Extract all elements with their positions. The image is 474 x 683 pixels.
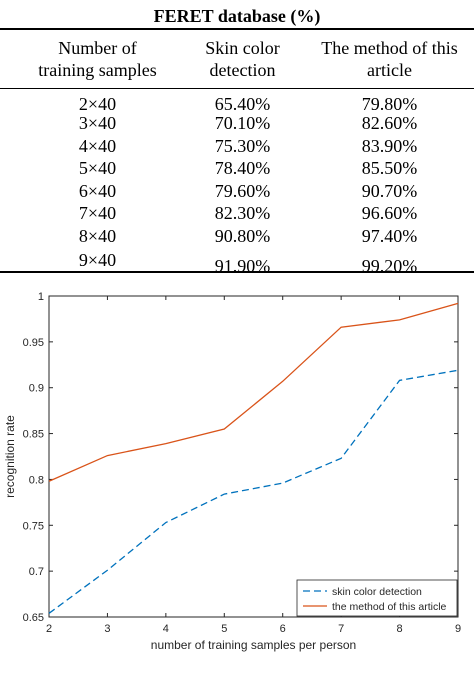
table-header-line: article [367, 60, 412, 80]
table-caption: FERET database (%) [153, 6, 321, 26]
table-cell-method: 90.70% [361, 181, 418, 201]
y-tick-label: 0.9 [29, 383, 44, 395]
table-cell-samples: 7×40 [78, 203, 117, 223]
x-tick-label: 7 [338, 623, 344, 635]
table-header-line: Skin color [205, 38, 280, 58]
y-tick-label: 0.85 [23, 429, 44, 441]
legend-label: the method of this article [332, 601, 447, 613]
table-cell-samples: 5×40 [78, 158, 117, 178]
x-tick-label: 4 [163, 623, 169, 635]
table-cell-skin: 79.60% [214, 181, 271, 201]
table-header-line: training samples [38, 60, 157, 80]
table-header-samples: Number of training samples [0, 37, 195, 81]
x-tick-label: 5 [221, 623, 227, 635]
table-cell-method: 83.90% [361, 136, 418, 156]
x-tick-label: 9 [455, 623, 461, 635]
table-cell-method: 99.20% [361, 256, 418, 276]
table-cell-samples: 4×40 [78, 136, 117, 156]
y-tick-label: 0.65 [23, 612, 44, 624]
table-cell-samples: 8×40 [78, 226, 117, 246]
table-cell-samples: 2×40 [78, 94, 117, 114]
table-cell-skin: 70.10% [214, 113, 271, 133]
x-tick-label: 3 [104, 623, 110, 635]
series-line-0 [48, 369, 459, 614]
table-cell-samples: 9×40 [78, 250, 117, 270]
table-header-line: Number of [58, 38, 137, 58]
table-cell-method: 96.60% [361, 203, 418, 223]
table-header-line: detection [209, 60, 276, 80]
legend-box [296, 579, 458, 617]
table-bottom-rule [0, 271, 474, 273]
x-tick-label: 6 [280, 623, 286, 635]
series-line-1 [48, 302, 459, 482]
line-chart: 2 3 4 5 6 7 8 9 0.65 0.7 0.75 0.8 0.85 0.9 0.95 1 number… [3, 291, 461, 652]
table-header-rule [0, 88, 474, 89]
table-cell-skin: 65.40% [214, 94, 271, 114]
y-tick-label: 1 [38, 291, 44, 303]
table-header-method: The method of this article [305, 37, 474, 81]
x-tick-label: 2 [46, 623, 52, 635]
y-tick-label: 0.7 [29, 566, 44, 578]
table-cell-method: 97.40% [361, 226, 418, 246]
table-cell-skin: 90.80% [214, 226, 271, 246]
table-cell-skin: 91.90% [214, 256, 271, 276]
table-header-line: The method of this [321, 38, 458, 58]
table-cell-skin: 82.30% [214, 203, 271, 223]
table-cell-method: 85.50% [361, 158, 418, 178]
table-cell-samples: 3×40 [78, 113, 117, 133]
legend-label: skin color detection [332, 586, 422, 598]
table-cell-skin: 75.30% [214, 136, 271, 156]
table-header-skin: Skin color detection [180, 37, 305, 81]
table-cell-skin: 78.40% [214, 158, 271, 178]
plot-area [48, 295, 459, 618]
table-cell-samples: 6×40 [78, 181, 117, 201]
y-axis-label: recognition rate [3, 415, 17, 498]
table-top-rule [0, 28, 474, 30]
x-tick-label: 8 [397, 623, 403, 635]
x-axis-label: number of training samples per person [151, 638, 356, 652]
y-tick-label: 0.95 [23, 337, 44, 349]
y-tick-label: 0.75 [23, 520, 44, 532]
table-cell-method: 79.80% [361, 94, 418, 114]
table-cell-method: 82.60% [361, 113, 418, 133]
y-tick-label: 0.8 [29, 474, 44, 486]
